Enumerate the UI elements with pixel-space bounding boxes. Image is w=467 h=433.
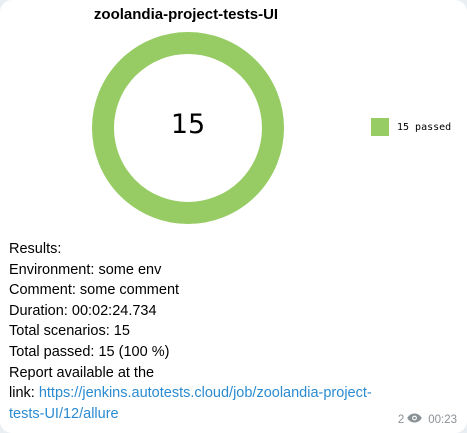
comment-key: Comment: (9, 282, 76, 299)
message-meta: 2 00:23 (398, 413, 457, 426)
total-scenarios-line: Total scenarios: 15 (9, 321, 449, 342)
environment-key: Environment: (9, 261, 95, 278)
chart-legend: 15 passed (371, 118, 451, 136)
total-passed-key: Total passed: (9, 343, 95, 360)
total-passed-value: 15 (100 %) (98, 343, 170, 360)
report-link-line: link: https://jenkins.autotests.cloud/jo… (9, 383, 449, 404)
report-link-prefix: link: (9, 385, 35, 402)
total-count: 15 (170, 109, 206, 140)
results-heading: Results: (9, 241, 62, 257)
legend-label-passed: 15 passed (397, 121, 452, 133)
donut-chart: zoolandia-project-tests-UI 15 15 passed (92, 6, 451, 224)
environment-value: some env (98, 261, 162, 278)
duration-line: Duration: 00:02:24.734 (9, 301, 449, 322)
report-link-continued[interactable]: tests-UI/12/allure (9, 405, 119, 422)
donut-svg (92, 32, 284, 224)
eye-icon (407, 413, 422, 426)
chart-title: zoolandia-project-tests-UI (93, 6, 279, 23)
message-text: Results: Environment: some env Comment: … (9, 239, 449, 424)
total-passed-line: Total passed: 15 (100 %) (9, 342, 449, 363)
duration-key: Duration: (9, 302, 68, 319)
view-count: 2 (397, 413, 405, 426)
comment-line: Comment: some comment (9, 280, 449, 301)
pie-slice-passed (92, 32, 284, 224)
total-scenarios-value: 15 (113, 323, 130, 340)
message-time: 00:23 (428, 413, 457, 426)
report-line: Report available at the (9, 364, 155, 381)
legend-swatch-passed (371, 118, 389, 136)
total-scenarios-key: Total scenarios: (9, 323, 110, 340)
duration-value: 00:02:24.734 (71, 302, 157, 319)
report-link-line-2: tests-UI/12/allure (9, 404, 449, 425)
environment-line: Environment: some env (9, 260, 449, 281)
comment-value: some comment (79, 282, 180, 299)
report-link[interactable]: https://jenkins.autotests.cloud/job/zool… (38, 385, 372, 402)
